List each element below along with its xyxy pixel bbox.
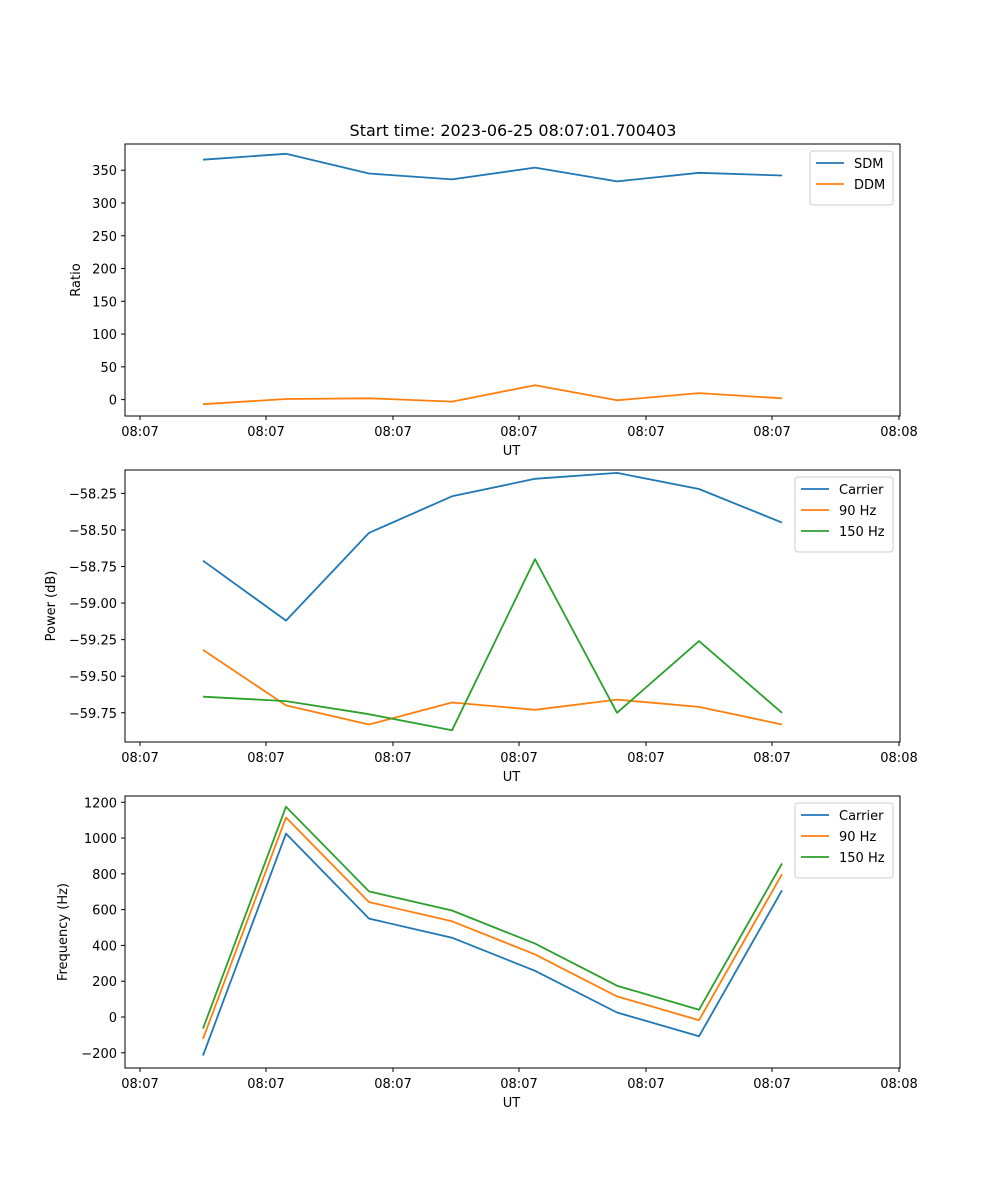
y-axis-label: Power (dB) [44, 571, 59, 642]
y-tick-label: −59.50 [69, 670, 117, 685]
x-tick-label: 08:07 [500, 425, 537, 440]
x-tick-label: 08:08 [880, 751, 917, 766]
y-tick-label: 150 [92, 295, 117, 310]
x-tick-label: 08:07 [247, 751, 284, 766]
legend: Carrier 90 Hz 150 Hz [794, 476, 894, 553]
x-tick-label: 08:07 [374, 425, 411, 440]
y-tick-label: −58.75 [69, 561, 117, 576]
x-axis-label: UT [503, 770, 521, 785]
x-tick-label: 08:07 [247, 425, 284, 440]
x-tick-label: 08:07 [500, 1077, 537, 1092]
legend-label: 90 Hz [839, 504, 876, 519]
plot-frame [124, 469, 901, 743]
y-axis-label: Ratio [69, 263, 84, 296]
y-tick-label: −58.25 [69, 487, 117, 502]
x-tick-label: 08:07 [374, 751, 411, 766]
series-line-150-hz [202, 805, 783, 1029]
x-tick-label: 08:07 [121, 751, 158, 766]
chart-panel-1: 08:07 08:07 08:07 08:07 08:07 08:07 08:08 0 50 10… [69, 143, 918, 459]
figure-title: Start time: 2023-06-25 08:07:01.700403 [350, 121, 677, 140]
x-tick-label: 08:07 [753, 425, 790, 440]
y-tick-label: 200 [92, 975, 117, 990]
series-line-150-hz [202, 558, 783, 732]
y-tick-label: −59.75 [69, 707, 117, 722]
legend-label: DDM [854, 178, 885, 193]
plot-frame [124, 795, 901, 1069]
legend-label: 150 Hz [839, 851, 885, 866]
legend: SDM DDM [809, 150, 894, 206]
y-tick-label: 800 [92, 868, 117, 883]
y-tick-label: 1000 [84, 832, 117, 847]
series-line-90-hz [202, 816, 783, 1040]
y-tick-label: 350 [92, 164, 117, 179]
legend-label: SDM [854, 157, 883, 172]
legend-label: 150 Hz [839, 525, 885, 540]
y-tick-label: 250 [92, 230, 117, 245]
series-line-ddm [202, 384, 783, 406]
y-tick-label: 0 [109, 394, 117, 409]
x-tick-label: 08:07 [627, 425, 664, 440]
x-tick-label: 08:07 [627, 1077, 664, 1092]
y-tick-label: 100 [92, 328, 117, 343]
legend-box [794, 802, 894, 879]
legend-box [809, 150, 894, 206]
series-line-sdm [202, 152, 783, 183]
y-tick-label: 50 [100, 361, 117, 376]
x-tick-label: 08:07 [753, 751, 790, 766]
series-line-carrier [202, 471, 783, 622]
y-tick-label: 300 [92, 197, 117, 212]
y-tick-label: −200 [81, 1047, 117, 1062]
y-tick-label: 200 [92, 263, 117, 278]
x-tick-label: 08:07 [247, 1077, 284, 1092]
series-line-carrier [202, 832, 783, 1056]
series-line-90-hz [202, 649, 783, 726]
x-tick-label: 08:08 [880, 425, 917, 440]
y-tick-label: −59.00 [69, 597, 117, 612]
y-tick-label: 400 [92, 939, 117, 954]
y-tick-label: 600 [92, 904, 117, 919]
x-tick-label: 08:07 [121, 1077, 158, 1092]
legend: Carrier 90 Hz 150 Hz [794, 802, 894, 879]
legend-label: Carrier [839, 809, 884, 824]
y-axis-label: Frequency (Hz) [56, 883, 71, 981]
chart-panel-3: 08:07 08:07 08:07 08:07 08:07 08:07 08:08 −200 0… [56, 795, 918, 1111]
legend-box [794, 476, 894, 553]
x-tick-label: 08:07 [753, 1077, 790, 1092]
legend-label: Carrier [839, 483, 884, 498]
y-tick-label: −59.25 [69, 634, 117, 649]
y-tick-label: −58.50 [69, 524, 117, 539]
x-tick-label: 08:07 [627, 751, 664, 766]
y-tick-label: 1200 [84, 796, 117, 811]
chart-panel-2: 08:07 08:07 08:07 08:07 08:07 08:07 08:08 −58.2… [44, 469, 918, 785]
x-axis-label: UT [503, 1096, 521, 1111]
x-tick-label: 08:07 [374, 1077, 411, 1092]
y-tick-label: 0 [109, 1011, 117, 1026]
x-axis-label: UT [503, 444, 521, 459]
x-tick-label: 08:08 [880, 1077, 917, 1092]
plot-frame [124, 143, 901, 417]
x-tick-label: 08:07 [500, 751, 537, 766]
x-tick-label: 08:07 [121, 425, 158, 440]
legend-label: 90 Hz [839, 830, 876, 845]
